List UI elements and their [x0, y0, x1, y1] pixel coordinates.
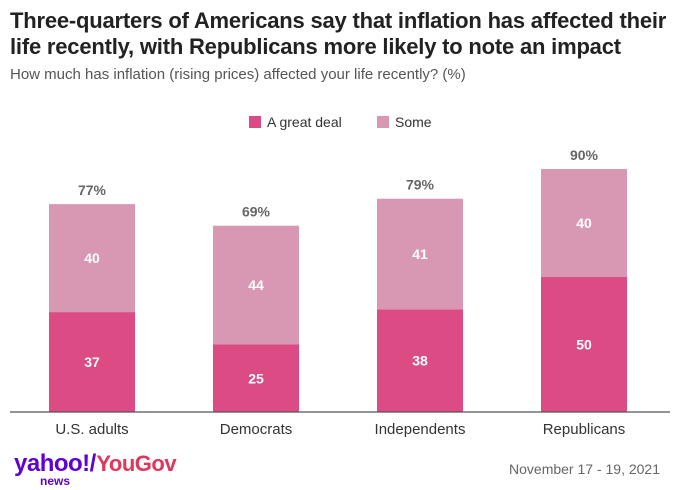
- logo-yahoo-text: yahoo!: [14, 450, 90, 477]
- data-label-some: 40: [84, 250, 100, 266]
- total-label: 79%: [406, 177, 435, 193]
- total-label: 90%: [570, 147, 599, 163]
- bar-great-deal: [49, 312, 135, 412]
- x-tick-label: Democrats: [220, 421, 293, 438]
- chart-subtitle: How much has inflation (rising prices) a…: [10, 66, 466, 83]
- legend-label-great-deal: A great deal: [267, 114, 342, 130]
- bar-some: [377, 198, 463, 310]
- x-tick-label: Republicans: [543, 421, 626, 438]
- legend-label-some: Some: [395, 114, 432, 130]
- bar-some: [213, 225, 299, 345]
- data-label-some: 44: [248, 277, 264, 293]
- bar-some: [541, 169, 627, 277]
- data-label-some: 41: [412, 246, 428, 262]
- total-label: 77%: [78, 182, 107, 198]
- bar-some: [49, 204, 135, 313]
- data-label-some: 40: [576, 215, 592, 231]
- survey-date: November 17 - 19, 2021: [509, 461, 660, 477]
- yahoo-news-yougov-logo: yahoo!/YouGov news: [14, 450, 177, 488]
- logo-slash: /: [89, 450, 97, 477]
- legend-swatch-some: [377, 116, 389, 128]
- data-label-great-deal: 25: [248, 370, 264, 386]
- x-tick-label: Independents: [375, 421, 466, 438]
- data-label-great-deal: 38: [412, 353, 428, 369]
- bar-great-deal: [541, 277, 627, 412]
- bar-great-deal: [377, 309, 463, 412]
- data-label-great-deal: 37: [84, 354, 100, 370]
- data-label-great-deal: 50: [576, 337, 592, 353]
- chart-title: Three-quarters of Americans say that inf…: [10, 8, 667, 59]
- x-tick-label: U.S. adults: [55, 421, 128, 438]
- logo-yougov-text: YouGov: [96, 451, 177, 476]
- total-label: 69%: [242, 204, 271, 220]
- bar-great-deal: [213, 344, 299, 412]
- legend-swatch-great-deal: [249, 116, 261, 128]
- logo-news-text: news: [40, 474, 71, 488]
